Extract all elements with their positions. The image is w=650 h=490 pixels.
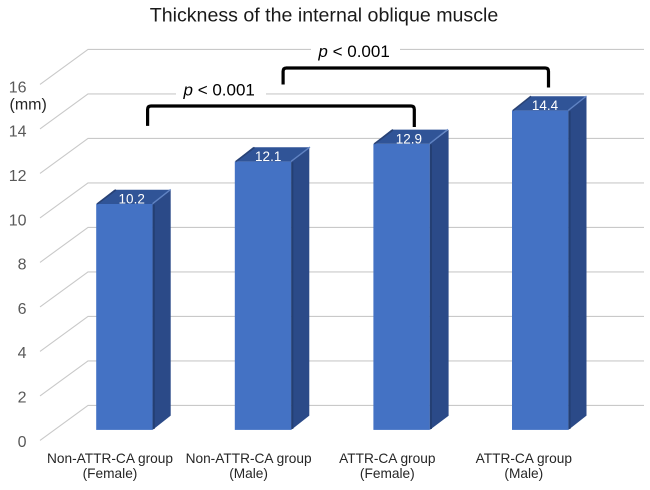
svg-text:2: 2 [18,390,27,407]
svg-text:14.4: 14.4 [532,98,559,113]
svg-text:14: 14 [9,124,27,141]
svg-text:ATTR-CA group: ATTR-CA group [476,451,573,466]
svg-text:12: 12 [9,168,27,185]
svg-text:(Male): (Male) [504,466,543,481]
svg-text:p < 0.001: p < 0.001 [317,42,389,61]
svg-text:(Female): (Female) [360,466,415,481]
svg-text:8: 8 [18,257,27,274]
svg-text:Non-ATTR-CA group: Non-ATTR-CA group [186,451,312,466]
svg-text:16: 16 [9,79,27,96]
svg-text:12.1: 12.1 [255,149,281,164]
svg-text:Non-ATTR-CA group: Non-ATTR-CA group [47,451,173,466]
svg-text:Thickness of the internal obli: Thickness of the internal oblique muscle [150,5,499,27]
svg-text:(mm): (mm) [10,97,47,114]
svg-text:10: 10 [9,212,27,229]
svg-text:0: 0 [18,434,27,451]
svg-text:p < 0.001: p < 0.001 [183,80,255,99]
svg-text:10.2: 10.2 [119,191,145,206]
svg-text:(Female): (Female) [83,466,138,481]
svg-text:4: 4 [18,345,27,362]
svg-text:12.9: 12.9 [396,131,422,146]
svg-text:(Male): (Male) [229,466,268,481]
svg-text:ATTR-CA group: ATTR-CA group [339,451,436,466]
svg-text:6: 6 [18,301,27,318]
